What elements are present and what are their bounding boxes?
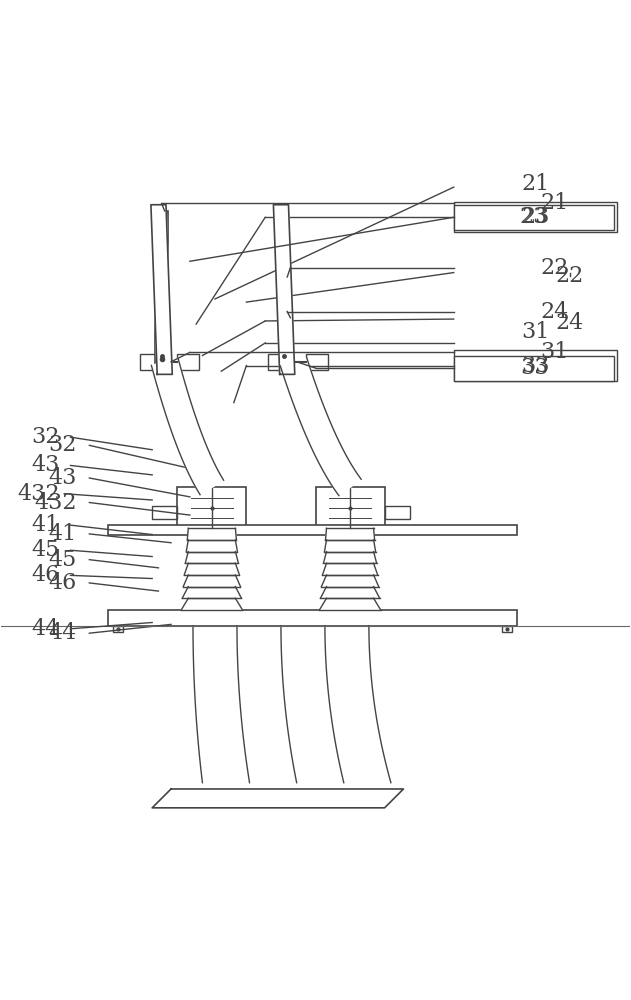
Text: 21: 21: [540, 192, 569, 214]
Bar: [155, 211, 168, 374]
Bar: [139, 354, 162, 370]
Polygon shape: [186, 552, 239, 563]
Polygon shape: [326, 528, 375, 540]
Polygon shape: [319, 598, 380, 610]
Polygon shape: [321, 587, 380, 598]
Text: 33: 33: [520, 357, 548, 379]
Polygon shape: [321, 575, 379, 587]
Bar: [454, 356, 614, 381]
Polygon shape: [324, 552, 377, 563]
Polygon shape: [324, 540, 375, 552]
Text: 24: 24: [540, 301, 569, 323]
Text: 31: 31: [540, 341, 569, 363]
Text: 31: 31: [521, 321, 550, 343]
Polygon shape: [183, 575, 240, 587]
Text: 32: 32: [31, 426, 59, 448]
Bar: [316, 487, 385, 528]
Bar: [177, 487, 246, 528]
Polygon shape: [152, 789, 403, 808]
Bar: [108, 610, 517, 626]
Bar: [112, 626, 122, 632]
Text: 432: 432: [18, 483, 61, 505]
Bar: [108, 525, 517, 535]
Polygon shape: [322, 563, 377, 575]
Text: 23: 23: [520, 206, 548, 228]
Text: 432: 432: [34, 492, 77, 514]
Bar: [454, 350, 617, 381]
Text: 45: 45: [49, 549, 77, 571]
Text: 23: 23: [521, 206, 550, 228]
Text: 41: 41: [32, 514, 59, 536]
Polygon shape: [151, 205, 172, 374]
Polygon shape: [182, 587, 242, 598]
Text: 22: 22: [540, 257, 569, 279]
Text: 45: 45: [32, 539, 59, 561]
Polygon shape: [184, 563, 239, 575]
Polygon shape: [181, 598, 242, 610]
Polygon shape: [273, 205, 295, 374]
Bar: [306, 354, 328, 370]
Bar: [454, 202, 617, 232]
Polygon shape: [187, 528, 237, 540]
Text: 24: 24: [556, 312, 584, 334]
Polygon shape: [186, 540, 237, 552]
Text: 43: 43: [31, 454, 59, 476]
Text: 41: 41: [49, 523, 77, 545]
Polygon shape: [151, 358, 223, 495]
Bar: [385, 506, 410, 519]
Text: 44: 44: [32, 618, 59, 640]
Text: 44: 44: [49, 622, 77, 644]
Text: 21: 21: [521, 173, 550, 195]
Text: 22: 22: [556, 265, 584, 287]
Text: 33: 33: [521, 355, 550, 377]
Polygon shape: [280, 358, 361, 496]
Text: 46: 46: [49, 572, 77, 594]
Text: 46: 46: [32, 564, 59, 586]
Text: 43: 43: [49, 467, 77, 489]
Bar: [152, 506, 177, 519]
Text: 32: 32: [49, 434, 77, 456]
Bar: [502, 626, 512, 632]
Bar: [268, 354, 290, 370]
Bar: [454, 205, 614, 230]
Bar: [177, 354, 199, 370]
